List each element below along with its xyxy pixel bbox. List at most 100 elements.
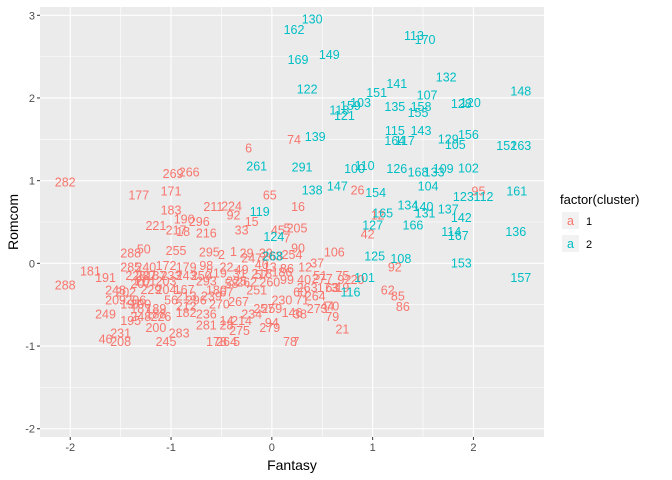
point-label-cluster-2: 261 [246,160,267,174]
point-label-cluster-2: 159 [340,99,361,113]
point-label-cluster-1: 218 [251,267,272,281]
point-label-cluster-2: 161 [506,184,527,198]
point-label-cluster-1: 98 [199,259,213,273]
point-label-cluster-2: 164 [384,134,405,148]
point-label-cluster-1: 195 [120,314,141,328]
point-label-cluster-1: 17 [134,275,148,289]
point-label-cluster-2: 147 [327,179,348,193]
point-label-cluster-1: 234 [241,308,262,322]
point-label-cluster-2: 117 [395,134,415,148]
point-label-cluster-1: 249 [95,308,116,322]
point-label-cluster-1: 37 [310,256,324,270]
point-label-cluster-1: 217 [166,223,187,237]
point-label-cluster-1: 224 [221,199,242,213]
point-label-cluster-1: 178 [206,335,227,349]
point-label-cluster-1: 14 [220,314,234,328]
point-label-cluster-1: 277 [312,272,333,286]
minor-gridlines [40,7,544,437]
point-label-cluster-2: 165 [372,207,393,221]
point-label-cluster-1: 266 [179,165,200,179]
major-gridlines [40,7,544,437]
point-label-cluster-1: 5 [233,335,240,349]
point-label-cluster-1: 18 [176,225,190,239]
point-label-cluster-1: 171 [161,184,182,198]
point-label-cluster-2: 152 [496,139,517,153]
point-label-cluster-1: 205 [287,222,308,236]
point-label-cluster-2: 114 [441,225,461,239]
point-label-cluster-1: 186 [271,265,292,279]
point-label-cluster-1: 22 [220,260,234,274]
point-label-cluster-2: 107 [417,88,438,102]
point-label-cluster-1: 183 [161,203,182,217]
point-label-cluster-1: 296 [186,294,207,308]
point-label-cluster-1: 86 [396,300,410,314]
point-label-cluster-1: 70 [325,299,339,313]
point-label-cluster-2: 121 [334,109,355,123]
point-label-cluster-2: 101 [354,271,375,285]
point-label-cluster-2: 136 [505,225,526,239]
point-label-cluster-2: 137 [438,203,459,217]
point-label-cluster-2: 151 [366,86,387,100]
point-label-cluster-1: 95 [472,184,486,198]
point-label-cluster-1: 214 [231,314,252,328]
point-label-cluster-2: 139 [305,130,326,144]
point-label-cluster-1: 5 [283,222,290,236]
point-label-cluster-1: 28 [220,318,234,332]
point-label-cluster-2: 135 [384,100,405,114]
point-label-cluster-1: 49 [235,263,249,277]
point-label-cluster-1: 74 [287,133,301,147]
point-label-cluster-2: 166 [403,218,424,232]
point-label-cluster-1: 7 [293,335,300,349]
point-label-cluster-1: 201 [135,275,156,289]
point-label-cluster-1: 16 [291,200,305,214]
point-label-cluster-1: 167 [174,283,195,297]
point-label-cluster-2: 105 [445,138,466,152]
point-label-cluster-1: 225 [226,275,247,289]
point-label-cluster-1: 233 [161,269,182,283]
point-label-cluster-2: 132 [436,70,457,84]
point-label-cluster-2: 134 [397,198,418,212]
point-label-cluster-1: 216 [196,227,217,241]
y-tick-label: 0 [29,258,35,270]
point-label-cluster-1: 229 [140,283,161,297]
point-label-cluster-2: 143 [411,124,432,138]
point-label-cluster-1: 33 [235,223,249,237]
point-label-cluster-2: 102 [458,161,479,175]
point-label-cluster-1: 62 [381,284,395,298]
point-label-cluster-1: 288 [120,246,141,260]
x-tick-label: 2 [470,442,476,454]
legend-label-1: 1 [586,216,592,228]
point-label-cluster-1: 206 [125,294,146,308]
point-label-cluster-1: 20 [351,273,365,287]
point-label-cluster-1: 188 [145,308,166,322]
point-label-cluster-1: 279 [259,321,280,335]
point-label-cluster-1: 237 [135,269,156,283]
point-label-cluster-1: 250 [191,269,212,283]
x-axis-title: Fantasy [267,457,317,473]
point-label-cluster-1: 173 [317,281,338,295]
point-label-cluster-1: 283 [169,327,190,341]
point-label-cluster-2: 158 [411,100,432,114]
y-tick-label: -1 [25,341,35,353]
point-label-cluster-1: 13 [263,260,277,274]
point-label-cluster-2: 124 [263,230,284,244]
point-label-cluster-1: 172 [156,259,177,273]
point-label-cluster-1: 60 [293,285,307,299]
point-label-cluster-1: 269 [163,167,184,181]
legend-key-2 [562,235,579,252]
point-label-cluster-1: 288 [55,279,76,293]
point-label-cluster-2: 116 [340,285,360,299]
point-label-cluster-1: 209 [105,294,126,308]
point-label-cluster-1: 189 [145,302,166,316]
point-label-cluster-1: 187 [130,302,151,316]
point-label-cluster-2: 128 [451,97,472,111]
point-label-cluster-1: 99 [280,273,294,287]
point-label-cluster-1: 12 [371,208,385,222]
point-label-cluster-1: 179 [176,260,197,274]
point-label-cluster-1: 293 [196,275,217,289]
point-label-cluster-2: 112 [474,190,494,204]
point-label-cluster-1: 245 [156,335,177,349]
point-label-cluster-1: 45 [271,223,285,237]
point-label-cluster-2: 122 [297,83,318,97]
